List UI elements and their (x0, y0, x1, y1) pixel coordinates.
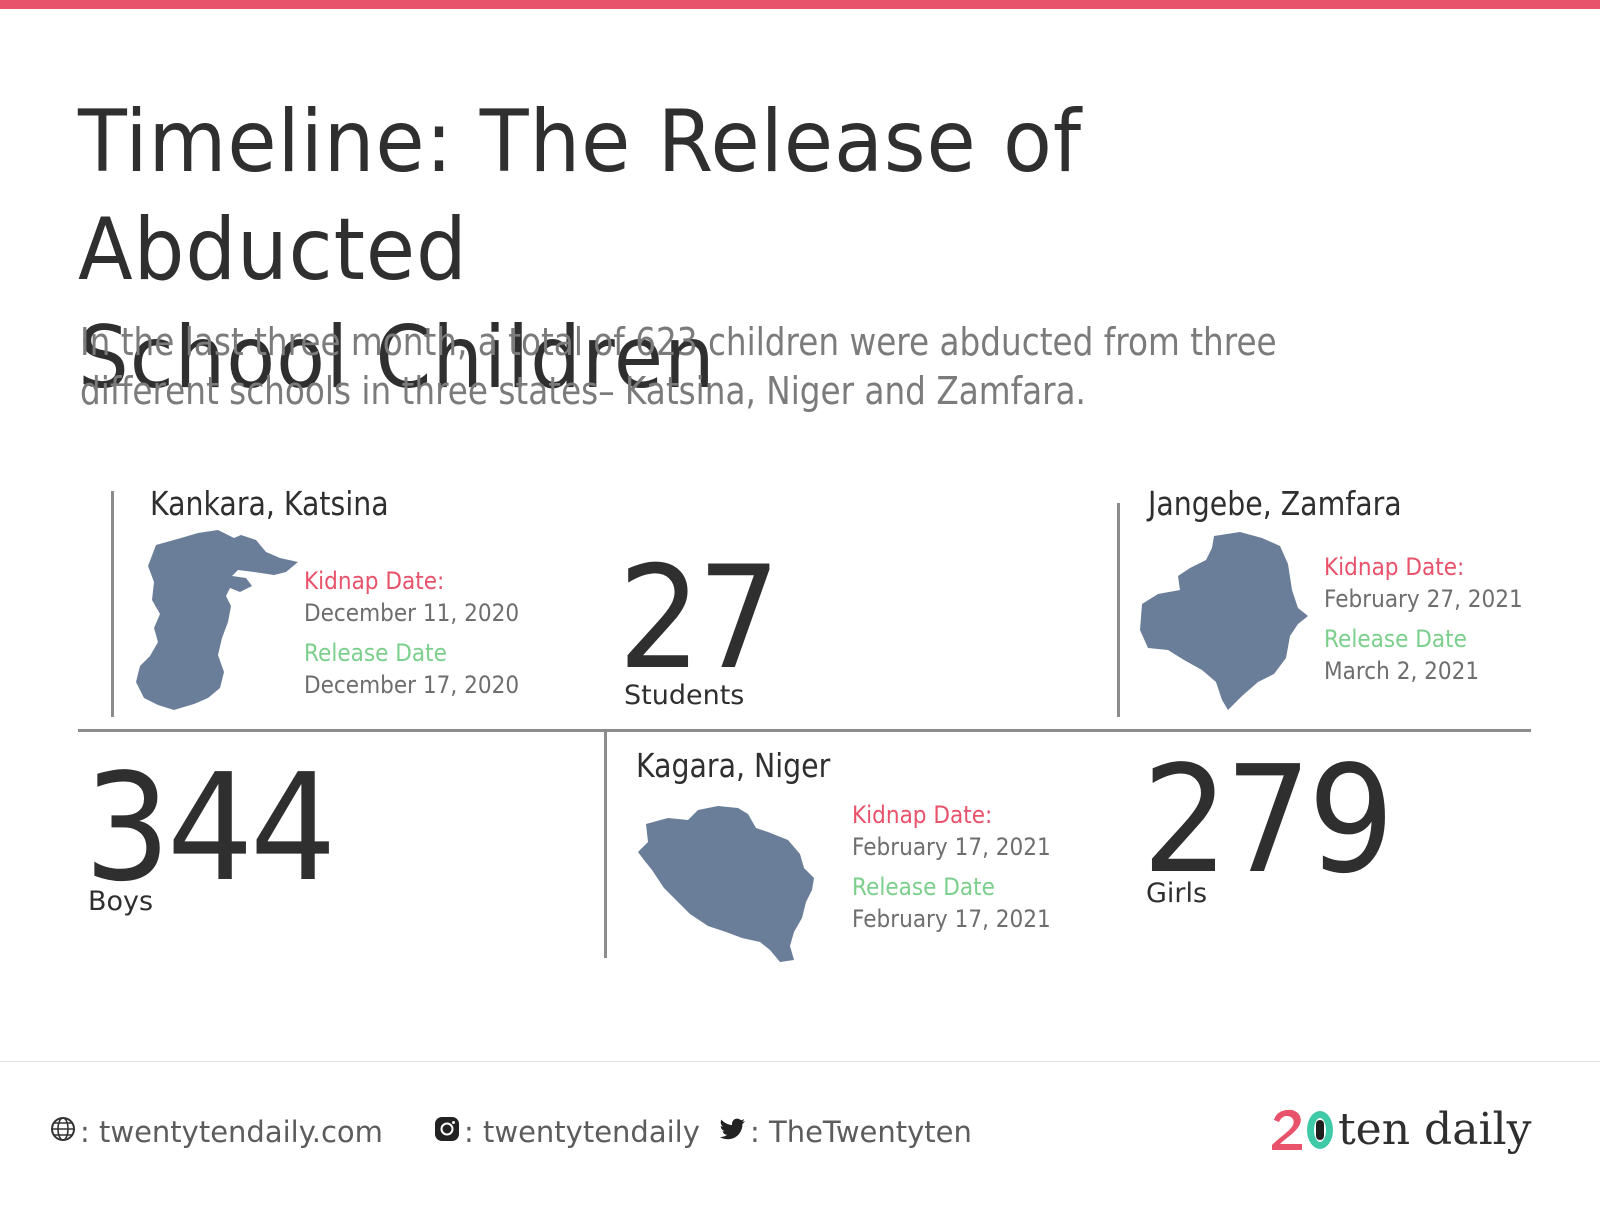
instagram-text: : twentytendaily (464, 1115, 700, 1149)
niger-release-date: February 17, 2021 (852, 905, 1051, 933)
katsina-release-date: December 17, 2020 (304, 671, 520, 699)
brand-logo: ten daily (1270, 1104, 1531, 1155)
twitter-icon (718, 1115, 746, 1149)
website-text: : twentytendaily.com (80, 1115, 383, 1149)
katsina-location: Kankara, Katsina (150, 484, 389, 523)
katsina-release-label: Release Date (304, 639, 447, 667)
zamfara-vertical-divider (1117, 503, 1120, 717)
zamfara-release-date: March 2, 2021 (1324, 657, 1480, 685)
brand-text: ten daily (1338, 1104, 1532, 1155)
katsina-details: Kidnap Date: December 11, 2020 Release D… (304, 565, 519, 701)
niger-kidnap-date: February 17, 2021 (852, 833, 1051, 861)
students-count: 27 (618, 536, 781, 701)
zamfara-kidnap-date: February 27, 2021 (1324, 585, 1523, 613)
zamfara-release-label: Release Date (1324, 625, 1467, 653)
niger-map-icon (638, 806, 814, 962)
zamfara-details: Kidnap Date: February 27, 2021 Release D… (1324, 551, 1523, 687)
niger-vertical-divider (604, 731, 607, 958)
students-label: Students (624, 680, 745, 711)
katsina-vertical-divider (111, 491, 114, 717)
horizontal-divider (78, 729, 1531, 732)
page-subtitle: In the last three month, a total of 623 … (80, 318, 1318, 416)
title-line-2: School Children (78, 308, 716, 408)
girls-label: Girls (1146, 878, 1208, 909)
top-accent-bar (0, 0, 1600, 9)
zamfara-map-icon (1140, 532, 1308, 710)
zamfara-location: Jangebe, Zamfara (1148, 484, 1402, 523)
niger-location: Kagara, Niger (636, 746, 831, 785)
niger-details: Kidnap Date: February 17, 2021 Release D… (852, 799, 1051, 935)
title-line-1: Timeline: The Release of Abducted (78, 92, 1082, 300)
twitter-link[interactable]: : TheTwentyten (718, 1115, 972, 1149)
twitter-text: : TheTwentyten (750, 1115, 972, 1149)
globe-icon (50, 1115, 76, 1149)
katsina-kidnap-date: December 11, 2020 (304, 599, 520, 627)
niger-kidnap-label: Kidnap Date: (852, 801, 993, 829)
instagram-icon (434, 1115, 460, 1149)
brand-mark-icon (1272, 1109, 1333, 1150)
boys-label: Boys (88, 886, 154, 917)
girls-count: 279 (1142, 734, 1395, 906)
page-title: Timeline: The Release of Abducted School … (78, 88, 1417, 412)
subtitle-line-2: different schools in three states– Katsi… (80, 369, 1086, 413)
boys-count: 344 (84, 742, 337, 914)
niger-release-label: Release Date (852, 873, 995, 901)
subtitle-line-1: In the last three month, a total of 623 … (80, 320, 1277, 364)
katsina-kidnap-label: Kidnap Date: (304, 567, 445, 595)
katsina-map-icon (136, 530, 298, 710)
instagram-link[interactable]: : twentytendaily (434, 1115, 700, 1149)
website-link[interactable]: : twentytendaily.com (50, 1115, 383, 1149)
zamfara-kidnap-label: Kidnap Date: (1324, 553, 1465, 581)
footer-divider (0, 1061, 1600, 1062)
